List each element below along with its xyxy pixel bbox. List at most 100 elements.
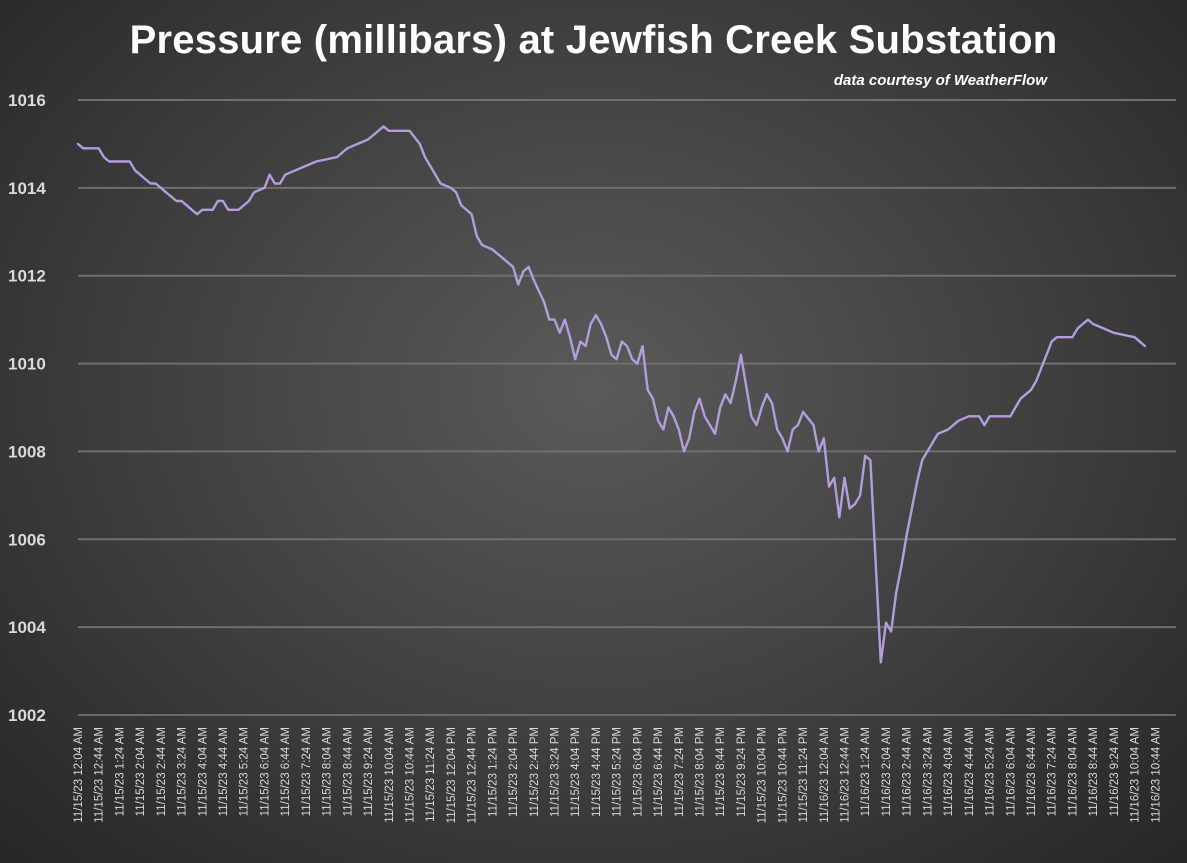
data-point (455, 191, 457, 194)
data-point (470, 213, 473, 215)
y-axis-ticks: 1002 1004 1006 1008 1010 1012 1014 1016 (8, 91, 46, 725)
data-point (947, 428, 949, 431)
x-tick-label: 11/15/23 1:24 AM (114, 727, 126, 816)
x-tick-label: 11/15/23 2:04 AM (135, 727, 147, 816)
x-tick-label: 11/15/23 8:04 AM (322, 727, 334, 816)
data-point (388, 130, 390, 132)
data-point (191, 209, 193, 211)
data-point (791, 428, 794, 431)
data-point (926, 450, 929, 453)
x-axis-ticks: 11/15/23 12:04 AM 11/15/23 12:44 AM 11/15/… (73, 727, 1162, 823)
data-point (175, 200, 178, 202)
data-point (729, 402, 732, 404)
y-tick-label: 1008 (8, 442, 46, 461)
pressure-series-line (76, 125, 1147, 664)
data-point (134, 169, 136, 172)
data-point (481, 244, 483, 246)
data-point (367, 138, 369, 141)
x-tick-label: 11/16/23 12:04 AM (819, 727, 831, 823)
data-point (621, 340, 623, 343)
data-point (419, 143, 421, 145)
data-point (268, 173, 271, 176)
data-point (750, 415, 753, 418)
data-point (222, 200, 224, 202)
data-point (667, 406, 670, 409)
x-tick-label: 11/16/23 2:04 AM (881, 727, 893, 816)
data-point (346, 147, 349, 150)
data-point (139, 173, 141, 176)
data-point (957, 419, 960, 422)
data-point (476, 235, 478, 237)
x-tick-label: 11/15/23 6:04 AM (259, 727, 271, 816)
data-point (460, 204, 463, 207)
data-point (569, 336, 571, 339)
data-point (911, 507, 913, 510)
data-point (305, 165, 307, 167)
data-point (714, 433, 716, 435)
x-tick-label: 11/15/23 10:44 PM (777, 727, 789, 823)
data-point (294, 169, 297, 172)
x-tick-label: 11/16/23 3:24 AM (922, 727, 934, 816)
data-point (263, 187, 266, 189)
data-point (315, 160, 318, 163)
data-point (983, 424, 986, 426)
x-tick-label: 11/15/23 11:24 PM (798, 727, 810, 822)
data-point (709, 424, 711, 426)
data-point (1019, 397, 1022, 400)
data-point (165, 191, 167, 194)
x-tick-label: 11/15/23 3:24 PM (549, 727, 561, 817)
x-tick-label: 11/16/23 4:44 AM (964, 727, 976, 816)
data-point (527, 266, 530, 268)
data-point (1045, 354, 1048, 356)
x-tick-label: 11/15/23 6:44 AM (280, 727, 292, 816)
data-point (600, 323, 602, 325)
x-tick-label: 11/16/23 6:04 AM (1005, 727, 1017, 816)
data-point (553, 318, 556, 321)
data-point (652, 397, 654, 400)
x-tick-label: 11/16/23 5:24 AM (985, 727, 997, 816)
x-tick-label: 11/15/23 5:24 AM (239, 727, 251, 816)
y-tick-label: 1012 (8, 267, 46, 286)
data-point (408, 130, 411, 132)
data-point (149, 182, 152, 185)
data-point (512, 266, 514, 268)
x-tick-label: 11/16/23 10:44 AM (1150, 727, 1162, 823)
x-tick-label: 11/15/23 2:44 AM (156, 727, 168, 816)
data-point (97, 147, 100, 150)
data-point (377, 130, 380, 132)
data-point (880, 661, 882, 664)
data-point (543, 301, 545, 303)
data-point (859, 494, 861, 497)
data-point (491, 248, 494, 251)
data-point (517, 283, 519, 286)
x-tick-label: 11/15/23 8:04 PM (695, 727, 707, 817)
data-point (703, 415, 706, 418)
data-point (745, 384, 747, 387)
data-point (740, 354, 742, 356)
x-tick-label: 11/15/23 12:04 AM (73, 727, 85, 823)
data-point (227, 209, 229, 211)
x-tick-label: 11/15/23 9:24 PM (736, 727, 748, 817)
data-point (201, 209, 204, 211)
data-point (766, 393, 768, 396)
data-point (843, 477, 846, 479)
data-point (82, 147, 84, 150)
data-point (129, 160, 131, 163)
data-point (848, 507, 851, 510)
x-tick-label: 11/15/23 3:24 AM (177, 727, 189, 816)
data-point (501, 257, 504, 259)
data-point (968, 415, 970, 418)
data-point (1102, 327, 1105, 330)
data-point (885, 621, 887, 624)
data-point (610, 354, 613, 356)
data-point (1071, 336, 1074, 339)
data-point (217, 200, 219, 202)
x-tick-label: 11/15/23 4:44 AM (218, 727, 230, 816)
x-tick-label: 11/16/23 1:24 AM (860, 727, 872, 816)
data-point (823, 437, 825, 440)
gridlines (78, 99, 1176, 716)
data-point (1014, 406, 1017, 409)
data-point (336, 156, 338, 158)
x-tick-label: 11/15/23 6:44 PM (653, 727, 665, 817)
data-point (548, 318, 551, 321)
